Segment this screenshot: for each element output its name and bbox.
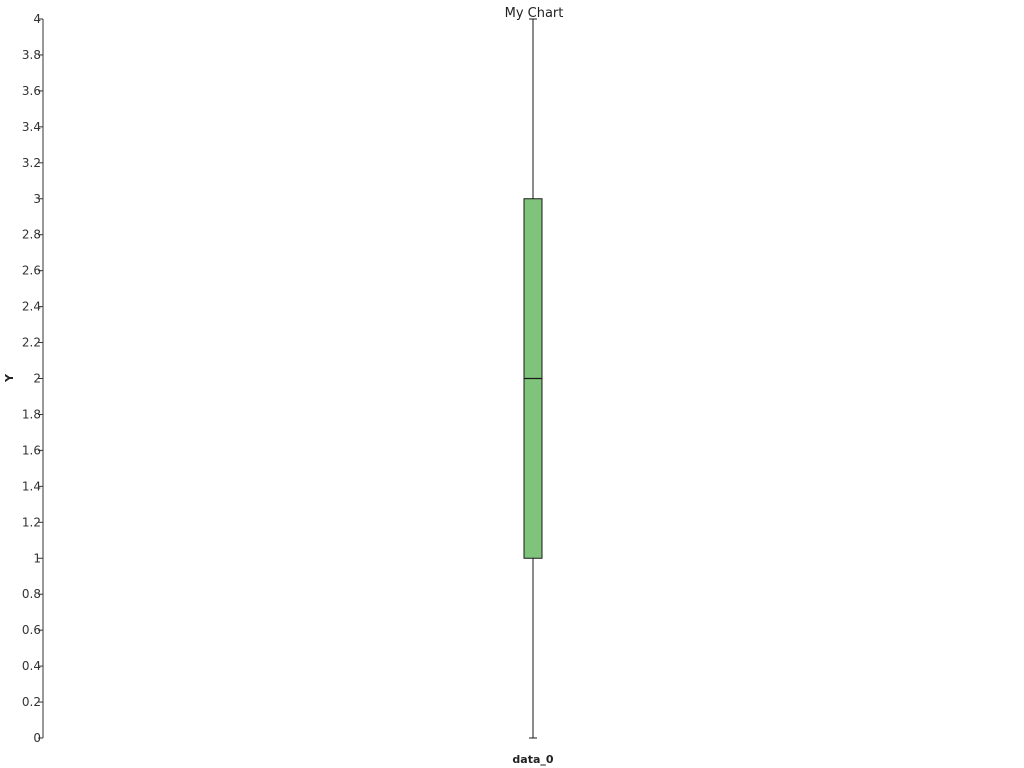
y-tick-label: 2.2 bbox=[22, 336, 41, 350]
y-tick-label: 2.4 bbox=[22, 300, 41, 314]
chart-title: My Chart bbox=[505, 6, 564, 21]
y-tick-label: 4 bbox=[33, 12, 41, 26]
y-tick-label: 3.6 bbox=[22, 84, 41, 98]
y-tick-label: 3.8 bbox=[22, 48, 41, 62]
y-tick-label: 1.8 bbox=[22, 407, 41, 421]
category-label: data_0 bbox=[512, 753, 553, 766]
y-tick-label: 0.6 bbox=[22, 623, 41, 637]
y-tick-label: 0 bbox=[33, 731, 41, 745]
boxes-group: data_0 bbox=[512, 18, 554, 766]
y-tick-label: 0.2 bbox=[22, 695, 41, 709]
y-axis: 0 0.2 0.4 0.6 0.8 1 1.2 1.4 1.6 1.8 2 2.2 2.4 2.6 2.8 3… bbox=[22, 12, 44, 745]
box-data_0: data_0 bbox=[512, 18, 554, 766]
y-tick-label: 0.8 bbox=[22, 587, 41, 601]
y-tick-label: 2.8 bbox=[22, 228, 41, 242]
y-tick-label: 1.6 bbox=[22, 443, 41, 457]
y-tick-label: 1 bbox=[33, 551, 41, 565]
y-tick-label: 3 bbox=[33, 192, 41, 206]
y-tick-label: 3.4 bbox=[22, 120, 41, 134]
y-tick-label: 1.2 bbox=[22, 515, 41, 529]
y-axis-title: Y bbox=[3, 373, 16, 383]
y-tick-label: 3.2 bbox=[22, 156, 41, 170]
y-tick-label: 2 bbox=[33, 372, 41, 386]
y-tick-label: 1.4 bbox=[22, 479, 41, 493]
y-tick-label: 2.6 bbox=[22, 264, 41, 278]
y-tick-label: 0.4 bbox=[22, 659, 41, 673]
